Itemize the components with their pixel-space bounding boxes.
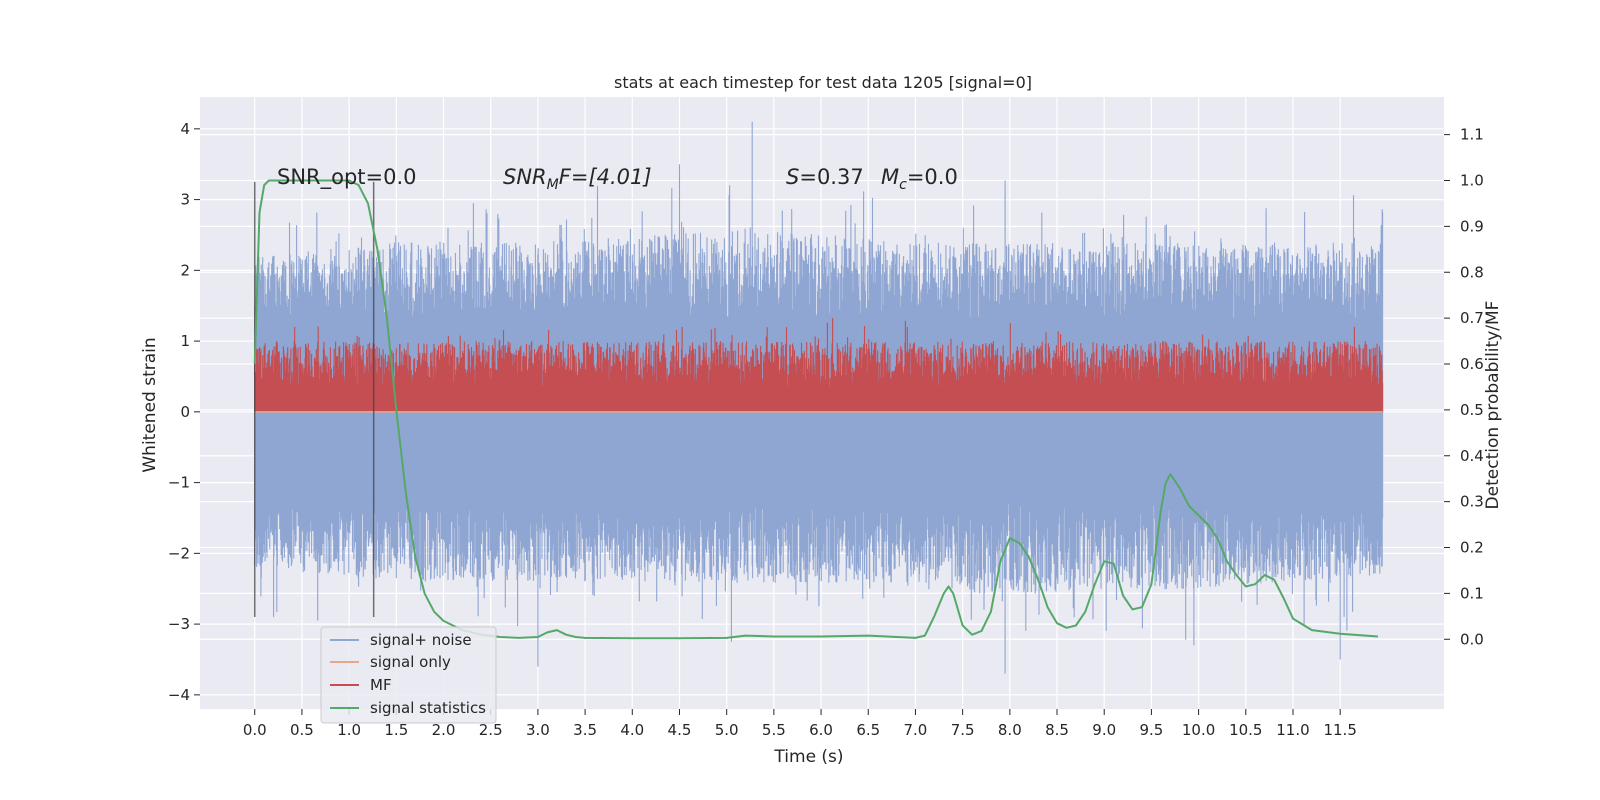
y-tick-label-1: 3: [180, 191, 190, 209]
series-mf: [254, 318, 1384, 413]
y2-tick-label-10: 0.1: [1460, 584, 1484, 602]
x-tick-label-11: 5.5: [762, 721, 786, 739]
y2-axis-label: Detection probability/MF: [1483, 301, 1503, 510]
y2-tick-label-5: 0.6: [1460, 355, 1484, 373]
x-tick-label-1: 0.5: [290, 721, 314, 739]
y-tick-label-0: 4: [180, 120, 190, 138]
x-tick-label-6: 3.0: [526, 721, 550, 739]
legend-item-mf: MF: [330, 676, 392, 694]
y-tick-label-8: −4: [168, 686, 190, 704]
x-tick-label-2: 1.0: [337, 721, 361, 739]
y-tick-label-7: −3: [168, 615, 190, 633]
annotation-snr-opt: SNR_opt=0.0: [277, 165, 417, 190]
x-tick-label-23: 11.5: [1323, 721, 1356, 739]
x-tick-label-15: 7.5: [951, 721, 975, 739]
y-tick-label-3: 1: [180, 332, 190, 350]
signal-statistics-line: [253, 179, 1378, 640]
x-tick-label-18: 9.0: [1092, 721, 1116, 739]
x-tick-label-20: 10.0: [1182, 721, 1215, 739]
y-tick-label-4: 0: [180, 403, 190, 421]
annotation-mc-value: =0.0: [907, 165, 958, 189]
x-tick-label-7: 3.5: [573, 721, 597, 739]
x-tick-label-22: 11.0: [1276, 721, 1309, 739]
y-tick-label-2: 2: [180, 261, 190, 279]
y-tick-label-5: −1: [168, 474, 190, 492]
legend-label-mf: MF: [370, 676, 392, 694]
annotation-snr-mf-rest: F=[4.01]: [559, 165, 652, 189]
x-axis-ticks: 0.0 0.5 1.0 1.5 2.0 2.5 3.0 3.5 4.0 4.5 5.0 5.5 6.0 6…: [243, 709, 1357, 739]
y2-tick-label-9: 0.2: [1460, 539, 1484, 557]
y2-tick-label-0: 1.1: [1460, 126, 1484, 144]
annotation-mc-main: M: [881, 165, 899, 189]
x-tick-label-8: 4.0: [620, 721, 644, 739]
x-tick-label-13: 6.5: [856, 721, 880, 739]
x-tick-label-10: 5.0: [715, 721, 739, 739]
x-tick-label-17: 8.5: [1045, 721, 1069, 739]
chart-title: stats at each timestep for test data 120…: [614, 73, 1032, 92]
legend-label-signal-statistics: signal statistics: [370, 699, 486, 717]
y-tick-label-6: −2: [168, 544, 190, 562]
x-tick-label-0: 0.0: [243, 721, 267, 739]
legend-item-signal-plus-noise: signal+ noise: [330, 631, 472, 649]
x-tick-label-16: 8.0: [998, 721, 1022, 739]
x-tick-label-21: 10.5: [1229, 721, 1262, 739]
annotation-snr-mf-main: SNR: [503, 165, 547, 189]
y2-tick-label-1: 1.0: [1460, 171, 1484, 189]
x-axis-label: Time (s): [773, 747, 843, 767]
mf-core: [254, 389, 1383, 408]
y2-tick-label-3: 0.8: [1460, 263, 1484, 281]
annotation-snr-mf-sub: M: [547, 177, 559, 193]
annotation-mc-sub: c: [899, 177, 907, 193]
annotations: SNR_opt=0.0 SNRMF=[4.01] S=0.37 Mc=0.0: [277, 165, 958, 193]
annotation-s: S=0.37: [786, 165, 864, 189]
y2-tick-label-8: 0.3: [1460, 493, 1484, 511]
y2-tick-label-6: 0.5: [1460, 401, 1484, 419]
x-tick-label-12: 6.0: [809, 721, 833, 739]
y2-axis-ticks: 1.1 1.0 0.9 0.8 0.7 0.6 0.5 0.4 0.3 0.2 0.1 0.0: [1444, 126, 1484, 648]
legend-label-signal-only: signal only: [370, 653, 451, 671]
y-axis-label: Whitened strain: [140, 337, 160, 472]
reference-vlines: [253, 181, 375, 618]
y2-tick-label-11: 0.0: [1460, 630, 1484, 648]
x-tick-label-19: 9.5: [1139, 721, 1163, 739]
annotation-mc: Mc=0.0: [881, 165, 958, 193]
x-tick-label-4: 2.0: [432, 721, 456, 739]
y-axis-ticks: 4 3 2 1 0 −1 −2 −3 −4: [168, 120, 200, 704]
annotation-s-value: =0.37: [799, 165, 863, 189]
x-tick-label-3: 1.5: [384, 721, 408, 739]
x-tick-label-5: 2.5: [479, 721, 503, 739]
legend-box: [320, 626, 497, 724]
annotation-s-label: S: [786, 165, 799, 189]
x-tick-label-14: 7.0: [904, 721, 928, 739]
annotation-snr-mf: SNRMF=[4.01]: [503, 165, 652, 193]
series-signal-statistics: [253, 179, 1378, 640]
y2-tick-label-7: 0.4: [1460, 447, 1484, 465]
legend: signal+ noise signal only MF signal stat…: [320, 626, 497, 724]
legend-item-signal-statistics: signal statistics: [330, 699, 486, 717]
legend-label-signal-plus-noise: signal+ noise: [370, 631, 472, 649]
y2-tick-label-2: 0.9: [1460, 217, 1484, 235]
y2-tick-label-4: 0.7: [1460, 309, 1484, 327]
legend-item-signal-only: signal only: [330, 653, 451, 671]
x-tick-label-9: 4.5: [668, 721, 692, 739]
